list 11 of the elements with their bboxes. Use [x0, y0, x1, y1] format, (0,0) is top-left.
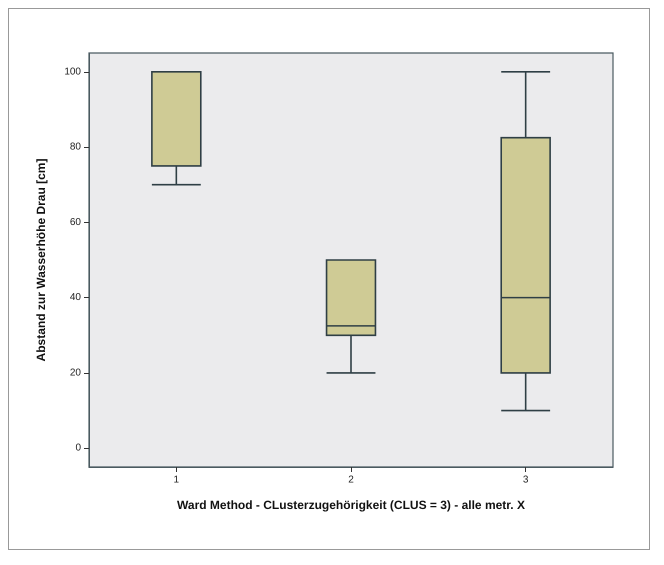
y-axis-title: Abstand zur Wasserhöhe Drau [cm]	[34, 158, 48, 362]
y-tick-label: 80	[70, 142, 82, 153]
y-tick-label: 40	[70, 292, 82, 304]
y-tick-label: 100	[64, 66, 82, 78]
x-axis-title: Ward Method - CLusterzugehörigkeit (CLUS = 3) - alle metr. X	[177, 498, 525, 512]
x-tick-label: 2	[348, 474, 354, 486]
x-tick-label: 3	[522, 474, 529, 486]
x-tick-label: 1	[174, 474, 180, 486]
y-tick-label: 60	[70, 216, 82, 228]
y-tick-label: 0	[75, 442, 82, 454]
y-tick-label: 20	[70, 367, 82, 378]
